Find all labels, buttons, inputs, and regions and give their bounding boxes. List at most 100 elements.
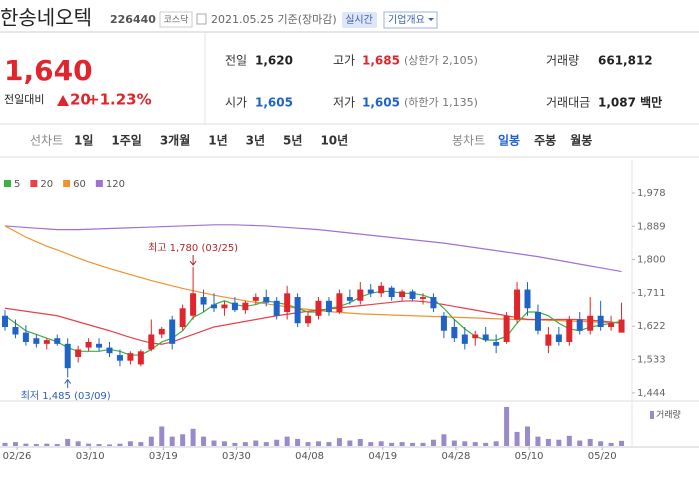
volume-bar	[336, 438, 342, 446]
legend-swatch	[30, 180, 38, 187]
market-badge	[159, 11, 193, 28]
candle-body	[493, 341, 500, 346]
period-tab[interactable]: 3개월	[160, 133, 190, 148]
y-tick-label: 1,711	[637, 288, 666, 299]
company-info-button[interactable]	[383, 11, 438, 29]
annotation-arrowhead	[189, 260, 197, 266]
volume-bar	[598, 441, 604, 446]
candle-body	[524, 289, 531, 309]
market: 코스닥	[164, 15, 189, 26]
volume-bar	[54, 444, 60, 446]
candle-body	[2, 315, 8, 327]
stat-label: 거래량	[546, 54, 579, 68]
candle-body	[242, 302, 249, 311]
volume-bar	[96, 444, 102, 446]
x-tick-label: 05/20	[588, 451, 617, 462]
realtime-button[interactable]	[342, 12, 377, 28]
change-label: 전일대비	[4, 92, 44, 106]
candle-body	[325, 300, 332, 313]
period-tab[interactable]: 5년	[283, 134, 302, 148]
period-tab[interactable]: 10년	[320, 134, 348, 148]
volume-bar	[107, 444, 112, 446]
candle-body	[273, 300, 280, 316]
y-tick-label: 1,800	[637, 255, 666, 266]
y-tick-label: 1,889	[637, 221, 666, 232]
tab-heading: 선차트	[30, 134, 63, 148]
realtime[interactable]: 실시간	[345, 14, 373, 26]
candle-body	[440, 315, 447, 331]
stat-value: 1,605	[362, 96, 400, 110]
candle-body	[54, 338, 61, 344]
volume-bar	[410, 442, 416, 446]
candle-body	[346, 297, 353, 301]
volume-bar	[420, 442, 426, 446]
stat-label: 고가	[333, 54, 355, 68]
candle-body	[221, 304, 228, 309]
volume-bar	[86, 443, 92, 446]
x-tick-label: 04/08	[295, 451, 324, 462]
period-tab[interactable]: 1년	[208, 134, 227, 148]
stat-label: 저가	[333, 96, 355, 110]
up-arrow	[57, 95, 69, 106]
candle-body	[409, 291, 416, 299]
company-info[interactable]: 기업개요	[388, 13, 425, 26]
candle-body	[169, 319, 176, 344]
volume-bar	[462, 441, 468, 446]
stat-value: 1,087 백만	[598, 95, 662, 110]
period-tab[interactable]: 1주일	[111, 134, 141, 148]
period-tab[interactable]: 3년	[246, 134, 265, 148]
volume-bar	[316, 441, 321, 446]
candle-body	[618, 319, 625, 333]
stat-value: 1,685	[362, 54, 400, 68]
candle-body	[503, 315, 510, 342]
volume-bar	[545, 438, 551, 446]
volume-bar	[169, 436, 175, 446]
annotation-arrowhead	[64, 378, 72, 384]
volume-bar	[451, 440, 457, 446]
stat-label: 시가	[225, 96, 247, 110]
volume-bar	[441, 434, 447, 446]
volume-bar	[232, 442, 238, 446]
x-tick-label: 03/30	[222, 451, 251, 462]
stock-code: 226440	[110, 13, 156, 26]
candle-body	[263, 297, 270, 303]
volume-bar	[65, 438, 71, 446]
candle-body	[200, 297, 207, 305]
candle-body	[43, 340, 50, 344]
y-tick-label: 1,533	[637, 355, 666, 366]
tab-heading: 봉차트	[452, 134, 485, 148]
candle-body	[96, 343, 103, 348]
period-tab[interactable]: 주봉	[534, 134, 556, 148]
legend-swatch	[650, 411, 654, 419]
stat-value: 661,812	[598, 54, 653, 68]
candle-body	[179, 308, 186, 327]
change: 20	[70, 91, 91, 109]
candle-body	[451, 326, 458, 339]
candle-body	[482, 334, 489, 341]
candle-body	[158, 328, 165, 335]
legend-label: 20	[40, 179, 53, 190]
volume-bar	[75, 441, 81, 446]
volume-bar	[23, 443, 29, 446]
period-tab[interactable]: 일봉	[498, 134, 520, 148]
period-tab[interactable]: 월봉	[570, 133, 592, 148]
stats: 전일 1,620 고가 1,685 (상한가 2,105) 거래량 661,812 시가 1,6…	[225, 54, 662, 110]
period-tab[interactable]: 1일	[74, 134, 93, 148]
stat-label: 거래대금	[546, 96, 590, 110]
candle-body	[137, 351, 144, 365]
candle-body	[608, 323, 615, 327]
y-tick-label: 1,444	[637, 388, 666, 399]
date: 2021.05.25 기준(장마감)	[211, 13, 337, 26]
volume-bar	[493, 441, 499, 446]
candle-body	[12, 326, 19, 335]
volume-bar	[378, 441, 384, 446]
volume-bar	[2, 442, 8, 446]
change-percent: +1.23%	[87, 91, 152, 109]
volume-bar	[295, 438, 301, 446]
dropdown-icon	[428, 18, 434, 21]
volume-bar	[242, 442, 248, 446]
x-tick-label: 02/26	[3, 451, 32, 462]
volume-bar	[389, 442, 395, 446]
volume-bar	[504, 406, 510, 446]
x-tick-label: 03/19	[149, 451, 178, 462]
